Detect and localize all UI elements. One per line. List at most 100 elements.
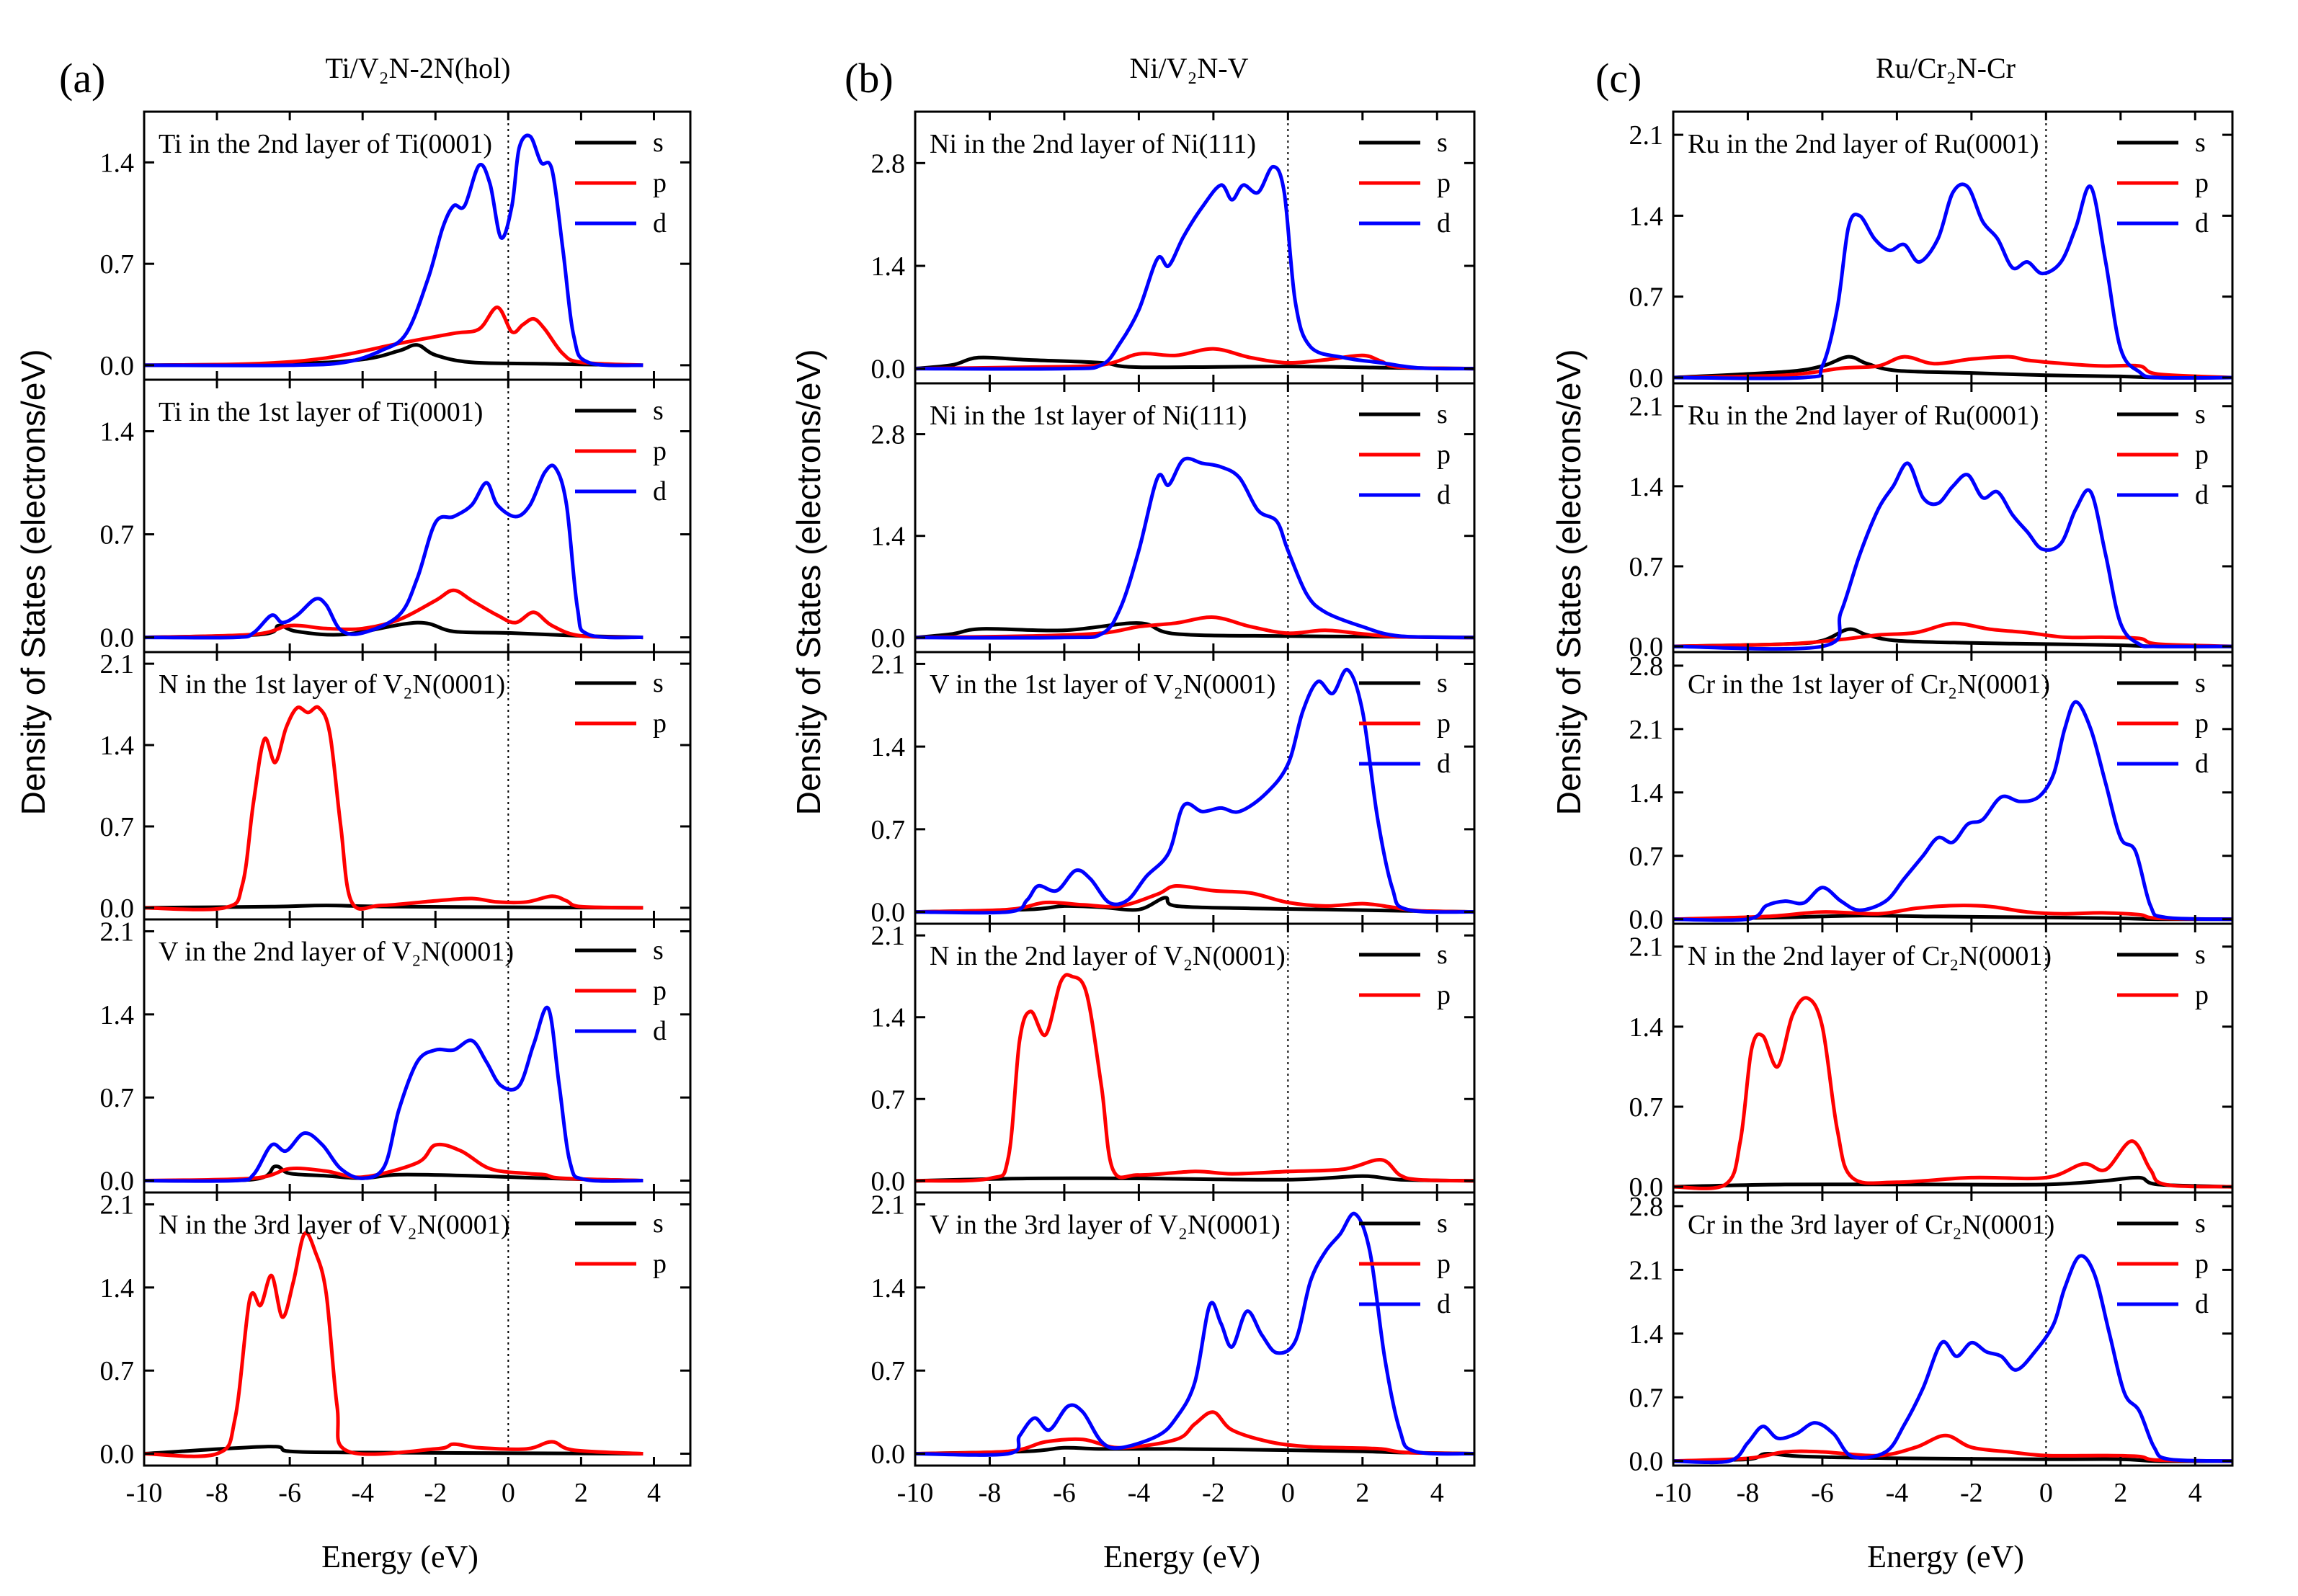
series-s-line: [914, 1445, 1475, 1455]
y-tick-label: 0.0: [1629, 905, 1664, 935]
series-d-line: [143, 463, 643, 640]
x-tick-label: -10: [897, 1478, 934, 1508]
series-p-line: [143, 588, 643, 640]
y-tick-label: 0.7: [1629, 1383, 1664, 1413]
y-tick-label: 0.0: [100, 623, 135, 654]
y-tick-label: 2.8: [1629, 651, 1664, 682]
legend-label-d: d: [2195, 1289, 2209, 1319]
y-tick-label: 0.0: [871, 355, 906, 385]
x-tick-label: -4: [1128, 1478, 1151, 1508]
dos-panel: 0.0 0.7 1.4 2.1 Ru in the 2nd layer of Ru(00…: [1629, 110, 2234, 393]
series-s-line: [1673, 355, 2233, 380]
x-tick-label: 0: [2039, 1478, 2053, 1508]
panel-frame: [143, 1191, 692, 1467]
legend-label-p: p: [1437, 980, 1451, 1010]
x-tick-label: 2: [2114, 1478, 2127, 1508]
panel-frame: [914, 1191, 1476, 1467]
dos-panel: 0.0 0.7 1.4 2.1 V in the 2nd layer of V₂N(00…: [100, 917, 692, 1197]
y-tick-label: 1.4: [1629, 1012, 1664, 1043]
series-d-line: [1673, 182, 2233, 380]
series-p-line: [143, 1231, 643, 1458]
x-tick-label: -8: [979, 1478, 1002, 1508]
x-tick-label: 0: [502, 1478, 515, 1508]
series-p-line: [914, 1410, 1475, 1455]
panel-label: V in the 2nd layer of V₂N(0001): [159, 937, 514, 967]
legend-label-d: d: [1437, 208, 1451, 238]
y-tick-label: 0.7: [100, 1356, 135, 1386]
x-tick-label: -2: [1202, 1478, 1225, 1508]
y-tick-label: 0.7: [1629, 282, 1664, 313]
y-tick-label: 0.0: [100, 1167, 135, 1197]
dos-panel: 0.0 0.7 1.4 Ti in the 2nd layer of Ti(0001)…: [100, 110, 692, 381]
x-tick-label: -8: [1737, 1478, 1760, 1508]
panel-label: Cr in the 3rd layer of Cr₂N(0001): [1688, 1210, 2054, 1240]
series-p-line: [914, 973, 1475, 1183]
y-tick-label: 0.0: [1629, 632, 1664, 662]
legend-label-s: s: [2195, 128, 2206, 158]
y-tick-label: 1.4: [871, 522, 906, 552]
y-tick-label: 2.1: [1629, 932, 1664, 963]
y-tick-label: 0.7: [100, 249, 135, 280]
x-tick-label: -8: [205, 1478, 228, 1508]
y-tick-label: 0.0: [871, 1167, 906, 1197]
y-tick-label: 2.1: [1629, 715, 1664, 745]
y-tick-label: 0.0: [100, 893, 135, 924]
y-axis-title-c: Density of States (electrons/eV): [1550, 349, 1587, 816]
x-tick-label: -6: [1811, 1478, 1834, 1508]
series-p-line: [143, 306, 643, 367]
y-tick-label: 0.0: [871, 623, 906, 654]
legend-label-p: p: [653, 976, 667, 1006]
panel-label: N in the 2nd layer of Cr₂N(0001): [1688, 941, 2052, 971]
y-tick-label: 0.7: [1629, 842, 1664, 872]
series-d-line: [914, 164, 1475, 371]
legend-label-p: p: [2195, 708, 2209, 739]
legend-label-p: p: [653, 436, 667, 466]
panel-label: Ru in the 2nd layer of Ru(0001): [1688, 401, 2039, 431]
y-tick-label: 1.4: [100, 1273, 135, 1303]
column-c: (c) Ru/Cr₂N-Cr 0.0 0.7 1.4 2.1 Ru in the 2nd l…: [1595, 52, 2234, 1508]
legend-label-d: d: [1437, 480, 1451, 510]
series-d-line: [1673, 461, 2233, 651]
series-s-line: [914, 1174, 1475, 1183]
y-tick-label: 0.0: [1629, 1172, 1664, 1203]
series-s-line: [143, 1445, 643, 1455]
legend-label-s: s: [653, 935, 664, 966]
y-tick-label: 0.0: [1629, 363, 1664, 393]
x-axis-title-b: Energy (eV): [1103, 1539, 1260, 1574]
x-tick-label: 4: [647, 1478, 661, 1508]
y-tick-label: 0.0: [1629, 1447, 1664, 1477]
series-p-line: [1673, 996, 2233, 1190]
dos-panel: 0.0 0.7 1.4 2.1 V in the 3rd layer of V₂N(00…: [871, 1190, 1476, 1470]
y-tick-label: 0.7: [1629, 1092, 1664, 1123]
y-tick-label: 1.4: [100, 148, 135, 178]
y-tick-label: 2.1: [100, 649, 135, 679]
dos-panel: 0.0 1.4 2.8 Ni in the 1st layer of Ni(111) s…: [871, 382, 1476, 654]
y-tick-label: 1.4: [1629, 201, 1664, 231]
column-title: Ti/V₂N-2N(hol): [326, 52, 511, 84]
dos-panel: 0.0 0.7 1.4 2.1 Ru in the 2nd layer of Ru(00…: [1629, 382, 2234, 662]
x-axis-title-a: Energy (eV): [321, 1539, 478, 1574]
panel-label: V in the 3rd layer of V₂N(0001): [930, 1210, 1281, 1240]
legend-label-s: s: [653, 1208, 664, 1239]
series-d-line: [143, 133, 643, 367]
series-s-line: [143, 343, 643, 367]
dos-panel: 0.0 0.7 1.4 2.1 2.8 Cr in the 3rd layer of Cr…: [1629, 1191, 2234, 1477]
x-tick-label: 4: [2188, 1478, 2202, 1508]
x-tick-label: -2: [424, 1478, 447, 1508]
panel-label: V in the 1st layer of V₂N(0001): [930, 669, 1275, 700]
y-tick-label: 0.7: [100, 812, 135, 842]
y-tick-label: 1.4: [100, 417, 135, 447]
x-tick-label: 4: [1430, 1478, 1444, 1508]
y-tick-label: 1.4: [100, 731, 135, 761]
y-tick-label: 0.0: [871, 1440, 906, 1470]
column-title: Ru/Cr₂N-Cr: [1876, 52, 2016, 84]
series-d-line: [914, 668, 1475, 915]
legend-label-s: s: [1437, 128, 1448, 158]
y-tick-label: 0.0: [100, 1440, 135, 1470]
x-tick-label: -6: [1053, 1478, 1076, 1508]
legend-label-s: s: [1437, 940, 1448, 970]
dos-panel: 0.0 0.7 1.4 2.1 N in the 2nd layer of Cr₂N(0…: [1629, 922, 2234, 1203]
y-tick-label: 0.0: [871, 898, 906, 928]
y-tick-label: 0.7: [1629, 552, 1664, 582]
legend-label-p: p: [1437, 168, 1451, 198]
